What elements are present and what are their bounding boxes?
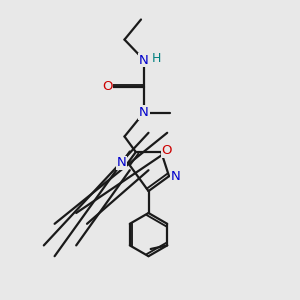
Text: N: N [171,170,181,183]
Text: N: N [139,53,149,67]
Text: O: O [161,144,172,157]
Text: N: N [139,106,149,119]
Text: N: N [116,156,126,169]
Text: H: H [152,52,161,65]
Text: O: O [102,80,112,94]
